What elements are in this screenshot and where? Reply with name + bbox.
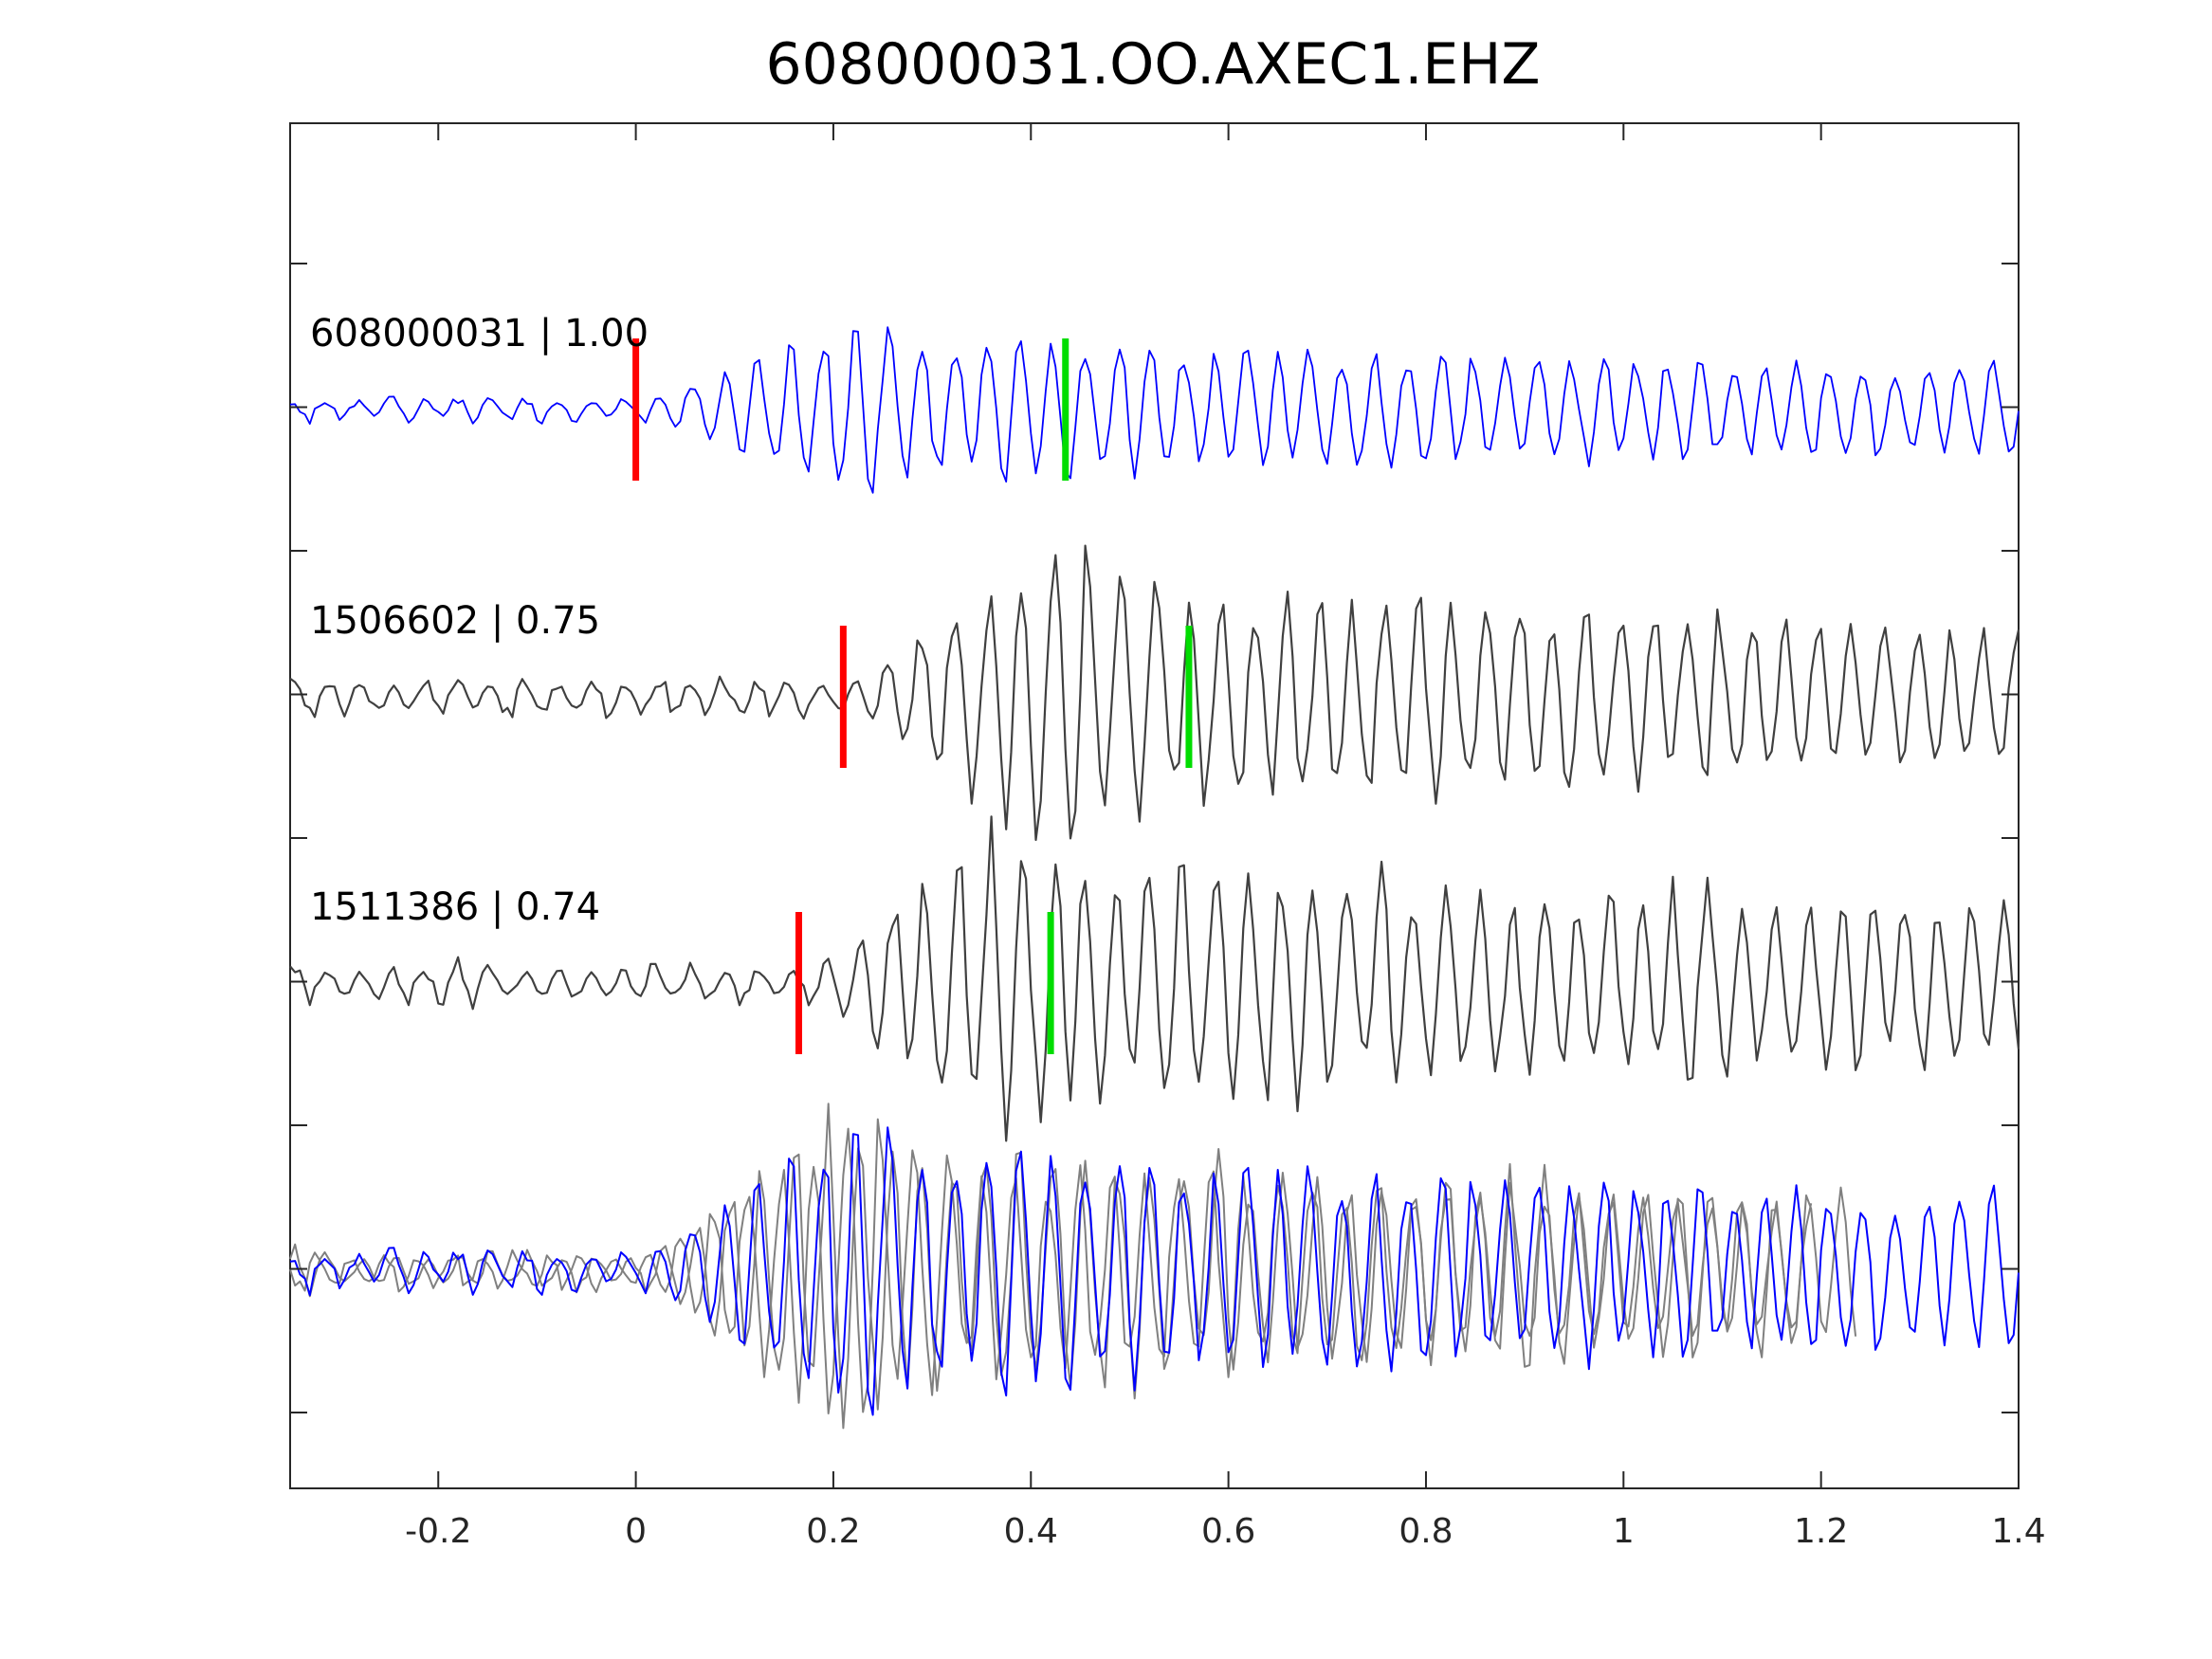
x-tick-label: 0.8 — [1398, 1512, 1453, 1551]
trace-labels: 608000031 | 1.00 1506602 | 0.75 1511386 | … — [310, 312, 649, 929]
plot-frame — [289, 122, 2020, 1489]
trace-line-1511386 — [289, 815, 2020, 1142]
x-tick-label: 0 — [625, 1512, 647, 1551]
trace-label: 1506602 | 0.75 — [310, 599, 600, 643]
x-tick-label: 0.2 — [806, 1512, 860, 1551]
x-tick-label: 1.4 — [1991, 1512, 2045, 1551]
axes — [289, 122, 2020, 1489]
overlay-trace-608000031 — [289, 1126, 2020, 1416]
trace-line-1506602 — [289, 544, 2020, 842]
x-tick-label: -0.2 — [405, 1512, 471, 1551]
overlay-traces — [289, 1103, 2020, 1430]
trace-label: 608000031 | 1.00 — [310, 312, 649, 356]
x-tick-label: 1 — [1613, 1512, 1635, 1551]
tick-marks: -0.2 0 0.2 0.4 0.6 0.8 1 1.2 1.4 — [290, 123, 2046, 1551]
trace-line-608000031 — [289, 326, 2020, 494]
x-tick-label: 1.2 — [1794, 1512, 1848, 1551]
traces — [289, 326, 2020, 1142]
chart-title: 608000031.OO.AXEC1.EHZ — [765, 31, 1540, 98]
phase-picks — [632, 338, 1193, 1054]
x-tick-label: 0.4 — [1004, 1512, 1058, 1551]
trace-label: 1511386 | 0.74 — [310, 885, 600, 929]
x-tick-label: 0.6 — [1201, 1512, 1255, 1551]
